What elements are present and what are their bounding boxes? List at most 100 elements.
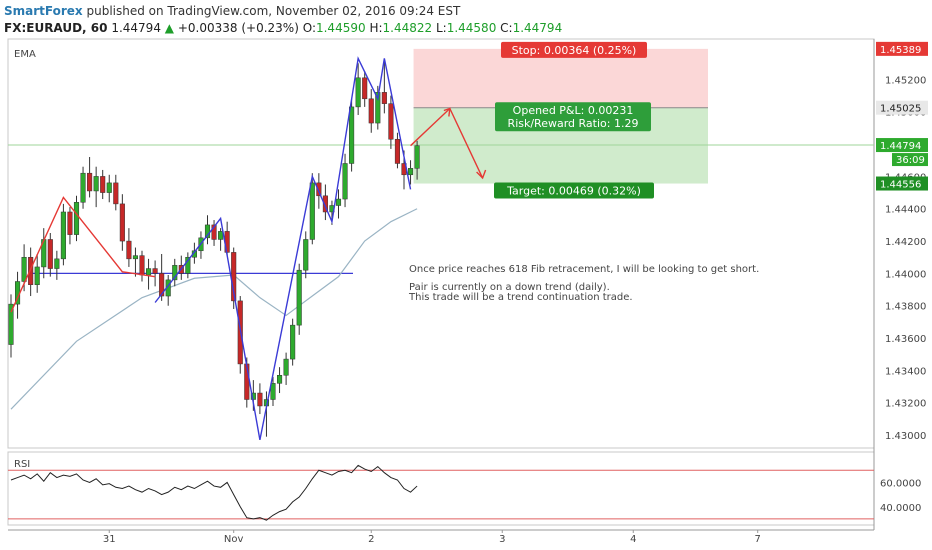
stop-zone[interactable]: [413, 48, 708, 108]
y-tick-label: 1.43600: [885, 334, 926, 345]
candle[interactable]: [119, 203, 125, 242]
price-change: +0.00338 (+0.23%): [177, 21, 299, 35]
stop-label[interactable]: [501, 41, 647, 58]
candle[interactable]: [211, 224, 217, 240]
candle[interactable]: [106, 182, 112, 193]
candle[interactable]: [368, 98, 374, 124]
symbol-label: FX:EURAUD, 60: [4, 21, 108, 35]
candle[interactable]: [34, 266, 40, 285]
y-tick-label: 1.43400: [885, 366, 926, 377]
candle[interactable]: [296, 269, 302, 326]
candle[interactable]: [408, 168, 414, 176]
candle[interactable]: [21, 256, 27, 282]
candle[interactable]: [100, 176, 106, 193]
annotation-text: This trade will be a trend continuation …: [408, 292, 633, 303]
rsi-pane[interactable]: [7, 451, 875, 526]
projection-arrowhead-icon: [476, 169, 487, 180]
entry-price-tag: [876, 100, 928, 115]
candle[interactable]: [257, 392, 263, 407]
last-price-tag-text: 1.44794: [880, 141, 921, 152]
candle[interactable]: [335, 198, 342, 206]
rsi-y-tick-label: 60.0000: [880, 478, 921, 489]
candle[interactable]: [322, 195, 328, 213]
candle[interactable]: [381, 92, 387, 104]
candle[interactable]: [394, 138, 400, 164]
ema-line: [10, 208, 418, 410]
stop-label-text: Stop: 0.00364 (0.25%): [512, 44, 637, 57]
candle[interactable]: [113, 182, 119, 205]
rsi-y-tick-label: 40.0000: [880, 503, 921, 514]
x-tick-label: 2: [368, 534, 374, 545]
high-label: H:: [369, 21, 383, 35]
candle[interactable]: [139, 255, 145, 276]
candle[interactable]: [283, 358, 289, 376]
candle[interactable]: [67, 211, 73, 235]
candle[interactable]: [375, 92, 381, 124]
pnl-label[interactable]: [495, 102, 651, 132]
candle[interactable]: [126, 240, 132, 260]
candle[interactable]: [132, 255, 138, 260]
candle[interactable]: [87, 172, 93, 192]
candle[interactable]: [28, 256, 34, 285]
candle[interactable]: [277, 375, 283, 384]
candle[interactable]: [159, 273, 165, 297]
y-tick-label: 1.44000: [885, 269, 926, 280]
candle[interactable]: [388, 103, 394, 140]
blue-harmonic-pattern[interactable]: [154, 56, 412, 441]
candle[interactable]: [270, 383, 276, 400]
target-label[interactable]: [494, 182, 654, 199]
last-price: 1.44794: [111, 21, 161, 35]
brand-name[interactable]: SmartForex: [4, 4, 83, 18]
candle[interactable]: [60, 211, 66, 260]
candle[interactable]: [146, 268, 152, 276]
candle[interactable]: [309, 182, 315, 240]
candle[interactable]: [290, 324, 296, 360]
candle[interactable]: [47, 239, 53, 269]
open-label: O:: [302, 21, 316, 35]
ema-indicator-label: EMA: [14, 49, 36, 60]
candle[interactable]: [362, 77, 368, 100]
candle[interactable]: [73, 202, 80, 235]
low-label: L:: [435, 21, 447, 35]
candle[interactable]: [316, 182, 322, 197]
x-tick-label: 4: [630, 534, 636, 545]
projection-peak-icon: [443, 107, 451, 117]
y-tick-label: 1.43800: [885, 302, 926, 313]
y-tick-label: 1.44200: [885, 237, 926, 248]
candle[interactable]: [185, 256, 191, 274]
low-value: 1.44580: [446, 21, 497, 35]
candle[interactable]: [152, 268, 158, 274]
x-tick-label: 31: [103, 534, 116, 545]
candle[interactable]: [303, 239, 309, 271]
pnl-label-text: Opened P&L: 0.00231: [513, 104, 634, 117]
published-text: published on TradingView.com, November 0…: [86, 4, 461, 18]
candle[interactable]: [80, 172, 86, 203]
entry-price-tag-text: 1.45025: [880, 104, 921, 115]
candle[interactable]: [349, 106, 355, 164]
rsi-indicator-label: RSI: [14, 459, 30, 470]
y-tick-label: 1.43200: [885, 399, 926, 410]
target-price-tag-text: 1.44556: [880, 180, 921, 191]
y-tick-label: 1.45200: [885, 75, 926, 86]
candle[interactable]: [8, 303, 14, 345]
symbol-header: FX:EURAUD, 60 1.44794 ▲ +0.00338 (+0.23%…: [4, 21, 562, 35]
candle[interactable]: [54, 258, 60, 269]
candle[interactable]: [355, 77, 361, 108]
candle[interactable]: [172, 265, 178, 281]
x-tick-label: Nov: [224, 534, 244, 545]
stop-price-tag: [876, 41, 928, 56]
y-tick-label: 1.44400: [885, 205, 926, 216]
annotation-text: Pair is currently on a down trend (daily…: [409, 282, 610, 293]
high-value: 1.44822: [382, 21, 433, 35]
red-harmonic-pattern[interactable]: [10, 196, 156, 313]
candle[interactable]: [93, 176, 99, 192]
candle[interactable]: [414, 145, 420, 169]
target-price-tag: [876, 176, 928, 191]
x-tick-label: 7: [755, 534, 761, 545]
stop-price-tag-text: 1.45389: [880, 45, 921, 56]
publish-header: SmartForex published on TradingView.com,…: [4, 4, 460, 18]
timer-tag: [892, 153, 928, 167]
candle[interactable]: [342, 163, 348, 200]
candle[interactable]: [218, 231, 224, 240]
